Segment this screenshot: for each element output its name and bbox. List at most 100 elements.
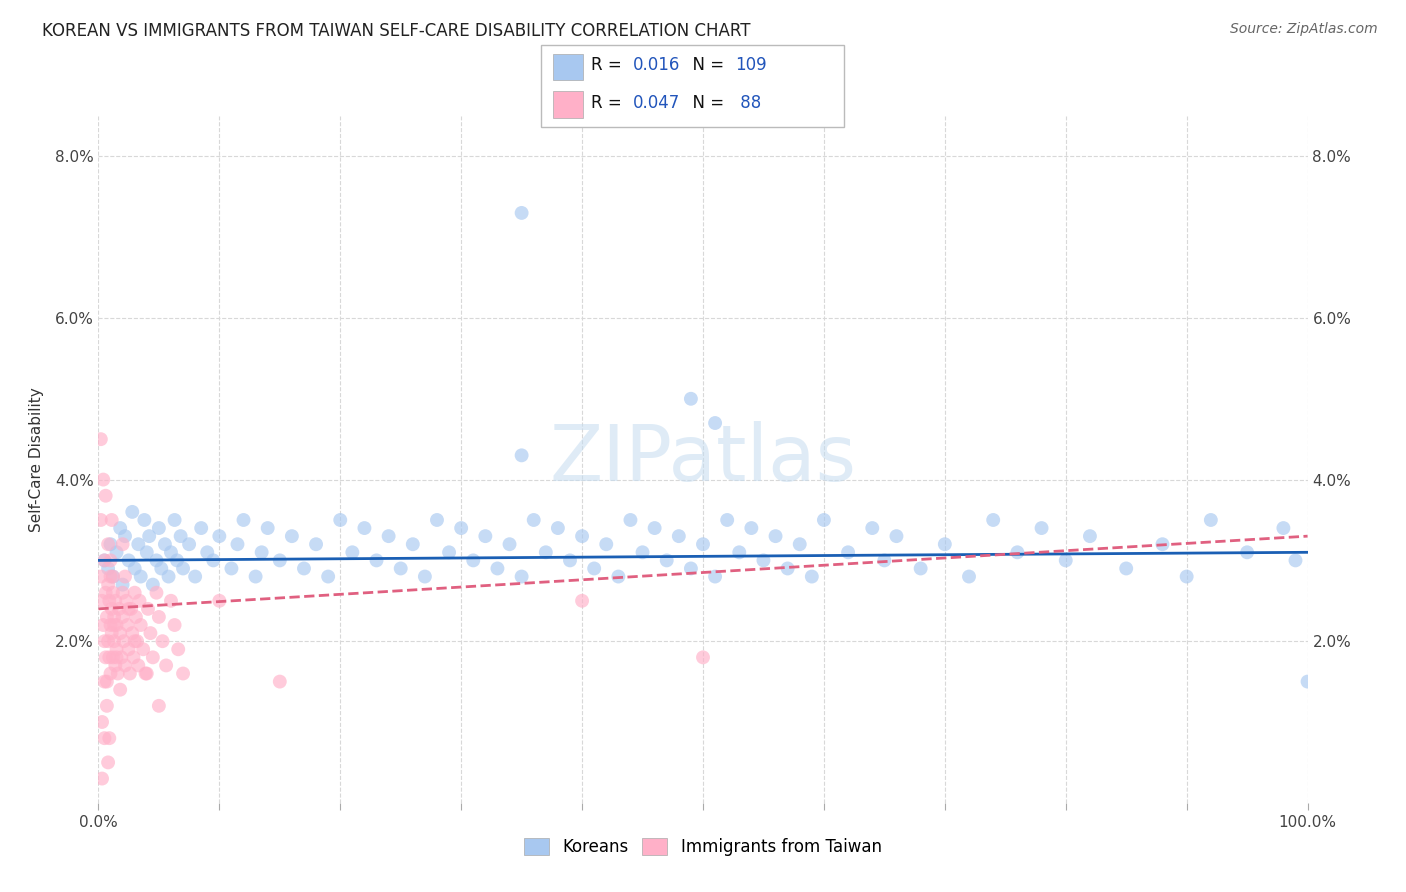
Point (98, 594, 121, 608)
Point (426, 513, 449, 527)
Point (402, 537, 425, 551)
Point (101, 569, 124, 583)
Text: R =: R = (591, 56, 627, 74)
Point (765, 529, 787, 543)
Point (97, 537, 120, 551)
Point (112, 634, 135, 648)
Point (644, 521, 666, 535)
Point (142, 650, 165, 665)
Point (208, 594, 231, 608)
Point (571, 529, 593, 543)
Point (160, 594, 183, 608)
Point (104, 658, 127, 673)
Point (114, 569, 136, 583)
Point (190, 521, 212, 535)
Point (124, 634, 146, 648)
Point (886, 529, 908, 543)
Point (115, 594, 138, 608)
Point (134, 513, 156, 527)
Point (129, 569, 152, 583)
Point (90, 432, 112, 446)
Point (124, 561, 146, 575)
Point (607, 569, 630, 583)
Point (450, 521, 472, 535)
Point (1054, 553, 1077, 567)
Point (93, 553, 115, 567)
Point (103, 618, 125, 632)
Point (910, 561, 932, 575)
Point (98, 731, 121, 746)
Point (329, 513, 352, 527)
Text: N =: N = (682, 56, 730, 74)
Point (101, 569, 124, 583)
Point (110, 650, 132, 665)
Point (269, 553, 291, 567)
Point (692, 537, 714, 551)
Point (179, 537, 201, 551)
Point (776, 561, 799, 575)
Point (97, 634, 120, 648)
Point (124, 585, 146, 599)
Point (256, 521, 278, 535)
Point (105, 642, 128, 657)
Text: N =: N = (682, 94, 730, 112)
Point (100, 626, 122, 640)
Point (1175, 569, 1198, 583)
Point (195, 545, 218, 559)
Point (152, 634, 174, 648)
Point (122, 650, 145, 665)
Point (366, 553, 388, 567)
Point (679, 392, 702, 406)
Point (208, 529, 231, 543)
Point (934, 537, 956, 551)
Point (486, 561, 509, 575)
Point (97, 577, 120, 591)
Point (740, 521, 762, 535)
Point (160, 545, 183, 559)
Point (157, 569, 180, 583)
Point (139, 626, 162, 640)
Point (97, 561, 120, 575)
Point (184, 569, 207, 583)
Point (93, 553, 115, 567)
Point (93, 674, 115, 689)
Point (127, 658, 149, 673)
Point (129, 618, 152, 632)
Point (100, 513, 122, 527)
Text: 109: 109 (735, 56, 766, 74)
Point (1296, 674, 1319, 689)
Point (474, 529, 496, 543)
Point (172, 561, 194, 575)
Point (668, 529, 690, 543)
Point (98, 650, 121, 665)
Point (172, 666, 194, 681)
Point (96, 698, 118, 713)
Point (1031, 521, 1053, 535)
Point (226, 537, 249, 551)
Point (96, 674, 118, 689)
Point (94, 489, 117, 503)
Point (91, 594, 114, 608)
Point (145, 585, 167, 599)
Point (90, 569, 112, 583)
Text: Source: ZipAtlas.com: Source: ZipAtlas.com (1230, 22, 1378, 37)
Point (1199, 513, 1222, 527)
Legend: Koreans, Immigrants from Taiwan: Koreans, Immigrants from Taiwan (517, 831, 889, 863)
Point (91, 473, 114, 487)
Point (692, 650, 714, 665)
Point (120, 602, 142, 616)
Point (91, 714, 114, 729)
Point (145, 553, 167, 567)
Point (111, 577, 134, 591)
Point (135, 545, 157, 559)
Point (498, 537, 520, 551)
Point (523, 513, 546, 527)
Text: 0.016: 0.016 (633, 56, 681, 74)
Point (100, 553, 122, 567)
Point (105, 650, 128, 665)
Point (108, 626, 131, 640)
Point (111, 585, 134, 599)
Point (94, 585, 117, 599)
Point (353, 521, 375, 535)
Point (148, 698, 170, 713)
